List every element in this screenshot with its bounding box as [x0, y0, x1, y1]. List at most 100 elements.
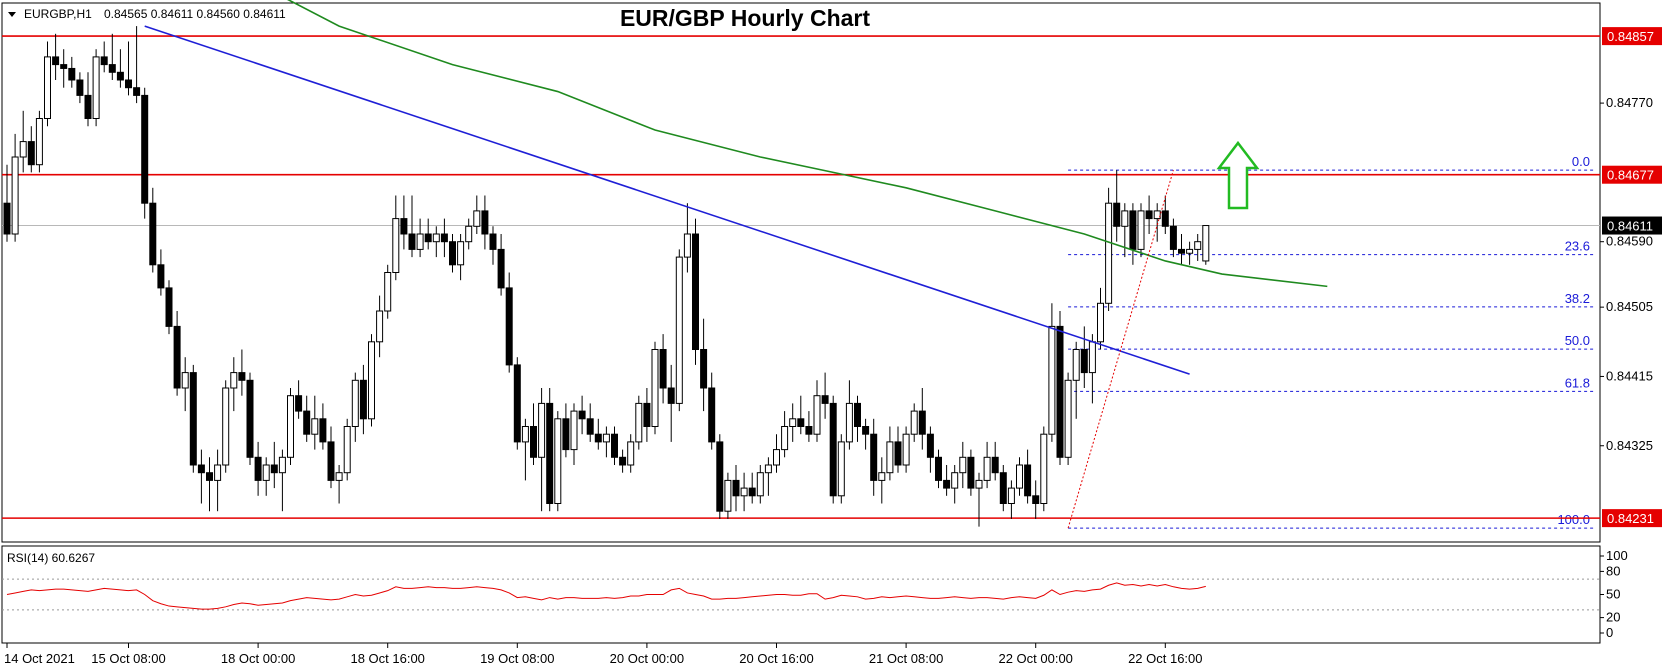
- bearish-candle: [732, 479, 740, 497]
- bearish-candle: [1129, 210, 1137, 250]
- bullish-candle: [837, 441, 845, 497]
- bearish-candle: [1056, 325, 1064, 458]
- bearish-candle: [149, 202, 157, 266]
- bearish-candle: [189, 372, 197, 466]
- bearish-candle: [68, 67, 76, 81]
- bearish-candle: [748, 487, 756, 497]
- time-tick-label: 20 Oct 16:00: [739, 651, 813, 666]
- bullish-candle: [44, 56, 51, 119]
- bullish-candle: [457, 241, 465, 266]
- bullish-candle: [1088, 341, 1096, 374]
- price-tick-label: 0.84325: [1606, 438, 1653, 453]
- time-tick-label: 22 Oct 16:00: [1128, 651, 1202, 666]
- bullish-candle: [92, 56, 100, 119]
- time-tick-label: 18 Oct 16:00: [350, 651, 424, 666]
- bearish-candle: [505, 287, 513, 366]
- bearish-candle: [943, 479, 951, 489]
- bullish-candle: [675, 256, 683, 404]
- price-level-label: 0.84231: [1607, 511, 1654, 526]
- price-labels: 0.84857 0.84677 0.84231 0.84611: [1602, 27, 1662, 528]
- bullish-candle: [1121, 210, 1129, 227]
- bullish-candle: [1040, 433, 1048, 505]
- bullish-candle: [521, 426, 529, 443]
- bullish-candle: [416, 233, 424, 250]
- bullish-candle: [335, 472, 343, 481]
- bearish-candle: [52, 56, 60, 66]
- bearish-candle: [530, 426, 537, 458]
- bullish-candle: [376, 310, 384, 343]
- bullish-candle: [1137, 210, 1145, 250]
- bullish-candle: [311, 418, 319, 435]
- price-axis: 0.84770 0.84590 0.84505 0.84415 0.84325: [1600, 95, 1653, 453]
- bullish-candle: [902, 433, 910, 466]
- bullish-candle: [35, 118, 43, 166]
- bearish-candle: [60, 64, 68, 69]
- bearish-candle: [246, 379, 254, 458]
- rsi-tick-label: 0: [1606, 625, 1613, 640]
- bullish-candle: [278, 456, 286, 474]
- main-plot-frame: [1, 2, 1601, 543]
- bearish-candle: [116, 71, 124, 81]
- bullish-candle: [627, 441, 635, 466]
- bullish-candle: [1105, 202, 1113, 304]
- bearish-candle: [1169, 225, 1177, 250]
- bullish-candle: [465, 225, 473, 243]
- bearish-candle: [125, 79, 132, 89]
- bullish-candle: [878, 472, 886, 481]
- bullish-candle: [781, 426, 789, 451]
- rsi-tick-label: 80: [1606, 563, 1620, 578]
- bearish-candle: [303, 410, 311, 435]
- bullish-candle: [287, 395, 294, 458]
- bearish-candle: [999, 472, 1007, 505]
- bullish-candle: [262, 464, 270, 481]
- bearish-candle: [108, 64, 116, 73]
- fib-level-label: 23.6: [1565, 239, 1590, 254]
- bearish-candle: [546, 402, 554, 504]
- bearish-candle: [562, 418, 570, 451]
- up-arrow-icon: [1216, 140, 1260, 210]
- bearish-candle: [133, 87, 141, 96]
- bearish-candle: [76, 79, 84, 96]
- bullish-candle: [343, 426, 351, 474]
- bearish-candle: [708, 387, 716, 443]
- bearish-candle: [643, 402, 651, 427]
- bullish-candle: [951, 472, 959, 489]
- fib-level-label: 50.0: [1565, 333, 1590, 348]
- bearish-candle: [513, 364, 521, 443]
- time-tick-label: 18 Oct 00:00: [221, 651, 295, 666]
- bullish-candle: [181, 372, 189, 389]
- bearish-trend-line: [144, 25, 1190, 375]
- bearish-candle: [1145, 210, 1153, 220]
- bullish-candle: [222, 387, 230, 466]
- bearish-candle: [400, 218, 408, 235]
- rsi-plot-frame: [1, 545, 1601, 644]
- symbol-triangle-icon: [8, 12, 16, 17]
- bearish-candle: [238, 372, 246, 381]
- bearish-candle: [918, 410, 926, 435]
- fib-level-label: 38.2: [1565, 291, 1590, 306]
- bearish-candle: [197, 464, 205, 474]
- bearish-candle: [1178, 248, 1185, 254]
- bullish-candle: [570, 410, 578, 451]
- bullish-candle: [1202, 225, 1210, 262]
- price-tick-label: 0.84505: [1606, 299, 1653, 314]
- current-price-label: 0.84611: [1607, 219, 1653, 234]
- bullish-candle: [845, 402, 853, 443]
- chart-title: EUR/GBP Hourly Chart: [620, 5, 870, 31]
- bearish-candle: [926, 433, 934, 458]
- bullish-candle: [683, 233, 691, 258]
- price-level-box: [1602, 27, 1662, 46]
- time-tick-label: 21 Oct 08:00: [869, 651, 943, 666]
- bearish-candle: [165, 287, 173, 327]
- bearish-candle: [408, 233, 416, 250]
- price-tick-label: 0.84770: [1606, 95, 1653, 110]
- candlesticks: [3, 26, 1210, 527]
- ohlc-label: 0.84565 0.84611 0.84560 0.84611: [104, 7, 286, 21]
- price-level-label: 0.84677: [1607, 168, 1654, 183]
- up-arrow-icon: [1216, 140, 1260, 210]
- bearish-candle: [667, 387, 675, 404]
- bearish-candle: [700, 349, 708, 389]
- fib-level-label: 61.8: [1565, 375, 1590, 390]
